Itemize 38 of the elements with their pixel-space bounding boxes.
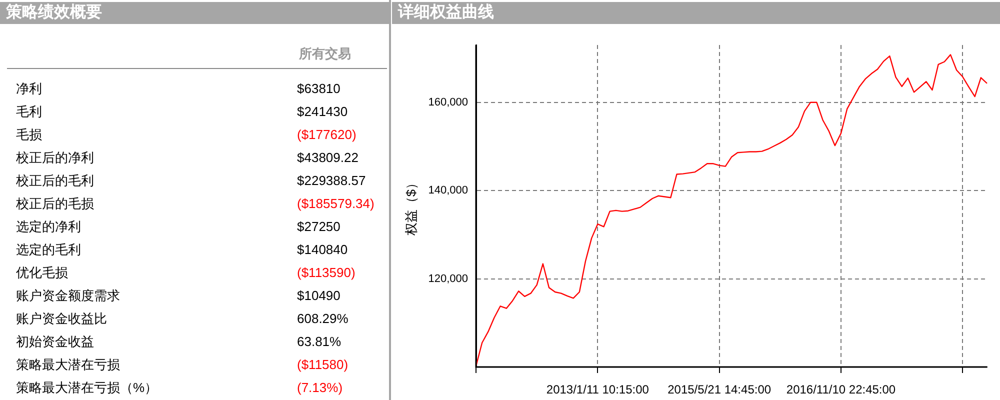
category-label: 账户资金额度需求	[16, 288, 120, 303]
data-label: $27250	[297, 218, 340, 236]
category-label: 毛利	[16, 104, 42, 119]
category-label: 校正后的毛利	[16, 173, 94, 188]
data-label: ($113590)	[297, 264, 356, 282]
data-label: $241430	[297, 103, 348, 121]
category-label: 账户资金收益比	[16, 311, 107, 326]
data-label: 63.81%	[297, 333, 342, 351]
x-tick-label: 2013/1/11 10:15:00	[546, 382, 650, 397]
x-tick-label: 2015/5/21 14:45:00	[668, 382, 772, 397]
category-label: 校正后的毛损	[16, 196, 94, 211]
category-label: 策略最大潜在亏损（%）	[16, 380, 158, 395]
text: 策略绩效概要	[0, 2, 389, 24]
data-label: ($11580)	[297, 356, 348, 374]
category-label: 优化毛损	[16, 265, 68, 280]
category-label: 选定的毛利	[16, 242, 81, 257]
data-label: $140840	[297, 241, 348, 259]
category-label: 毛损	[16, 127, 42, 142]
data-label: $43809.22	[297, 149, 358, 167]
data-label: ($177620)	[297, 126, 356, 144]
data-label: $63810	[297, 80, 340, 98]
data-label: $229388.57	[297, 172, 366, 190]
category-label: 校正后的净利	[16, 150, 94, 165]
data-label: ($185579.34)	[297, 195, 374, 213]
category-label: 选定的净利	[16, 219, 81, 234]
data-label: 608.29%	[297, 310, 348, 328]
chart-title: 详细权益曲线	[392, 2, 1000, 24]
x-tick-label: 2016/11/10 22:45:00	[786, 382, 896, 397]
category-label: 净利	[16, 81, 42, 96]
category-label: 初始资金收益	[16, 334, 94, 349]
y-tick-label: 160,000	[428, 96, 468, 108]
data-label: (7.13%)	[297, 379, 343, 397]
text: 所有交易	[299, 45, 351, 63]
y-tick-label: 120,000	[428, 272, 468, 285]
y-tick-label: 140,000	[428, 184, 468, 197]
category-label: 策略最大潜在亏损	[16, 357, 120, 372]
data-label: $10490	[297, 287, 340, 305]
y-axis-title: 权益（$）	[403, 176, 418, 237]
